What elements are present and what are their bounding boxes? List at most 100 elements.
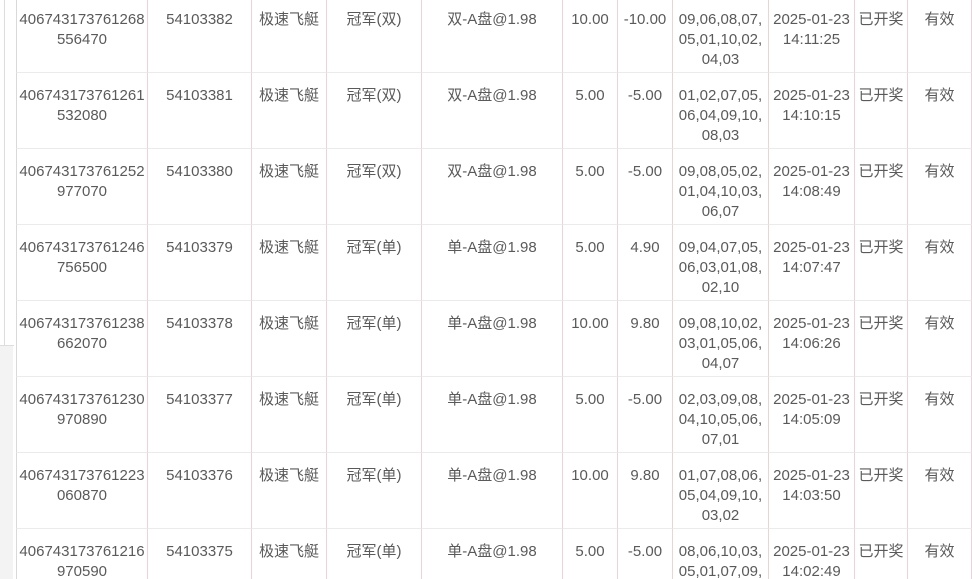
cell-bet-id: 406743173761223060870 xyxy=(16,453,148,529)
cell-order-no: 54103378 xyxy=(148,301,252,377)
cell-validity: 有效 xyxy=(908,73,972,149)
cell-amount: 5.00 xyxy=(563,73,618,149)
cell-draw-result: 01,02,07,05,06,04,09,10,08,03 xyxy=(673,73,769,149)
cell-win-loss: -5.00 xyxy=(618,73,673,149)
cell-win-loss: -10.00 xyxy=(618,0,673,73)
cell-game-name: 极速飞艇 xyxy=(252,73,327,149)
cell-bet-id: 406743173761216970590 xyxy=(16,529,148,579)
cell-draw-time: 2025-01-23 14:06:26 xyxy=(769,301,855,377)
cell-play-type: 冠军(单) xyxy=(327,301,422,377)
cell-game-name: 极速飞艇 xyxy=(252,149,327,225)
table-row: 406743173761252977070 54103380 极速飞艇 冠军(双… xyxy=(16,149,972,225)
cell-win-loss: 4.90 xyxy=(618,225,673,301)
cell-draw-status: 已开奖 xyxy=(855,225,908,301)
cell-play-type: 冠军(单) xyxy=(327,377,422,453)
cell-play-type: 冠军(单) xyxy=(327,225,422,301)
cell-validity: 有效 xyxy=(908,0,972,73)
cell-bet-content: 单-A盘@1.98 xyxy=(422,453,563,529)
left-panel-lower-area xyxy=(0,346,13,579)
cell-draw-time: 2025-01-23 14:07:47 xyxy=(769,225,855,301)
cell-draw-result: 02,03,09,08,04,10,05,06,07,01 xyxy=(673,377,769,453)
table-row: 406743173761261532080 54103381 极速飞艇 冠军(双… xyxy=(16,73,972,149)
cell-bet-content: 双-A盘@1.98 xyxy=(422,0,563,73)
cell-win-loss: -5.00 xyxy=(618,529,673,579)
records-table: 406743173761268556470 54103382 极速飞艇 冠军(双… xyxy=(16,0,972,579)
cell-bet-content: 单-A盘@1.98 xyxy=(422,301,563,377)
cell-game-name: 极速飞艇 xyxy=(252,225,327,301)
cell-bet-id: 406743173761261532080 xyxy=(16,73,148,149)
cell-order-no: 54103376 xyxy=(148,453,252,529)
cell-order-no: 54103380 xyxy=(148,149,252,225)
cell-draw-result: 01,07,08,06,05,04,09,10,03,02 xyxy=(673,453,769,529)
cell-validity: 有效 xyxy=(908,301,972,377)
cell-win-loss: 9.80 xyxy=(618,453,673,529)
cell-bet-content: 双-A盘@1.98 xyxy=(422,73,563,149)
cell-bet-content: 单-A盘@1.98 xyxy=(422,225,563,301)
cell-draw-time: 2025-01-23 14:08:49 xyxy=(769,149,855,225)
cell-amount: 5.00 xyxy=(563,529,618,579)
cell-bet-id: 406743173761268556470 xyxy=(16,0,148,73)
cell-amount: 5.00 xyxy=(563,225,618,301)
left-panel-border xyxy=(4,0,5,345)
cell-game-name: 极速飞艇 xyxy=(252,529,327,579)
cell-draw-status: 已开奖 xyxy=(855,301,908,377)
table-row: 406743173761230970890 54103377 极速飞艇 冠军(单… xyxy=(16,377,972,453)
cell-validity: 有效 xyxy=(908,453,972,529)
cell-win-loss: 9.80 xyxy=(618,301,673,377)
table-row: 406743173761223060870 54103376 极速飞艇 冠军(单… xyxy=(16,453,972,529)
cell-draw-result: 08,06,10,03,05,01,07,09,0 xyxy=(673,529,769,579)
cell-draw-status: 已开奖 xyxy=(855,0,908,73)
cell-draw-time: 2025-01-23 14:10:15 xyxy=(769,73,855,149)
cell-bet-content: 单-A盘@1.98 xyxy=(422,377,563,453)
cell-order-no: 54103375 xyxy=(148,529,252,579)
cell-draw-time: 2025-01-23 14:03:50 xyxy=(769,453,855,529)
cell-amount: 10.00 xyxy=(563,301,618,377)
cell-bet-content: 双-A盘@1.98 xyxy=(422,149,563,225)
cell-game-name: 极速飞艇 xyxy=(252,0,327,73)
table-row: 406743173761246756500 54103379 极速飞艇 冠军(单… xyxy=(16,225,972,301)
cell-play-type: 冠军(单) xyxy=(327,453,422,529)
table-row: 406743173761238662070 54103378 极速飞艇 冠军(单… xyxy=(16,301,972,377)
left-panel-edge xyxy=(0,0,16,579)
cell-win-loss: -5.00 xyxy=(618,377,673,453)
cell-draw-status: 已开奖 xyxy=(855,453,908,529)
cell-draw-result: 09,04,07,05,06,03,01,08,02,10 xyxy=(673,225,769,301)
cell-draw-status: 已开奖 xyxy=(855,73,908,149)
cell-validity: 有效 xyxy=(908,225,972,301)
table-row: 406743173761216970590 54103375 极速飞艇 冠军(单… xyxy=(16,529,972,579)
cell-draw-status: 已开奖 xyxy=(855,377,908,453)
cell-game-name: 极速飞艇 xyxy=(252,377,327,453)
cell-order-no: 54103381 xyxy=(148,73,252,149)
cell-validity: 有效 xyxy=(908,377,972,453)
cell-win-loss: -5.00 xyxy=(618,149,673,225)
cell-order-no: 54103379 xyxy=(148,225,252,301)
bet-records-table: 406743173761268556470 54103382 极速飞艇 冠军(双… xyxy=(16,0,972,579)
cell-draw-time: 2025-01-23 14:05:09 xyxy=(769,377,855,453)
cell-draw-time: 2025-01-23 14:02:49 xyxy=(769,529,855,579)
cell-draw-time: 2025-01-23 14:11:25 xyxy=(769,0,855,73)
cell-draw-status: 已开奖 xyxy=(855,149,908,225)
cell-validity: 有效 xyxy=(908,529,972,579)
cell-draw-result: 09,06,08,07,05,01,10,02,04,03 xyxy=(673,0,769,73)
cell-bet-id: 406743173761252977070 xyxy=(16,149,148,225)
cell-order-no: 54103382 xyxy=(148,0,252,73)
cell-amount: 5.00 xyxy=(563,377,618,453)
cell-order-no: 54103377 xyxy=(148,377,252,453)
cell-draw-result: 09,08,10,02,03,01,05,06,04,07 xyxy=(673,301,769,377)
cell-amount: 10.00 xyxy=(563,0,618,73)
cell-play-type: 冠军(双) xyxy=(327,73,422,149)
cell-bet-id: 406743173761238662070 xyxy=(16,301,148,377)
cell-amount: 5.00 xyxy=(563,149,618,225)
cell-play-type: 冠军(单) xyxy=(327,529,422,579)
cell-bet-content: 单-A盘@1.98 xyxy=(422,529,563,579)
cell-game-name: 极速飞艇 xyxy=(252,301,327,377)
table-row: 406743173761268556470 54103382 极速飞艇 冠军(双… xyxy=(16,0,972,73)
cell-validity: 有效 xyxy=(908,149,972,225)
cell-amount: 10.00 xyxy=(563,453,618,529)
cell-draw-result: 09,08,05,02,01,04,10,03,06,07 xyxy=(673,149,769,225)
cell-game-name: 极速飞艇 xyxy=(252,453,327,529)
cell-draw-status: 已开奖 xyxy=(855,529,908,579)
left-panel-divider xyxy=(0,345,14,346)
cell-bet-id: 406743173761230970890 xyxy=(16,377,148,453)
